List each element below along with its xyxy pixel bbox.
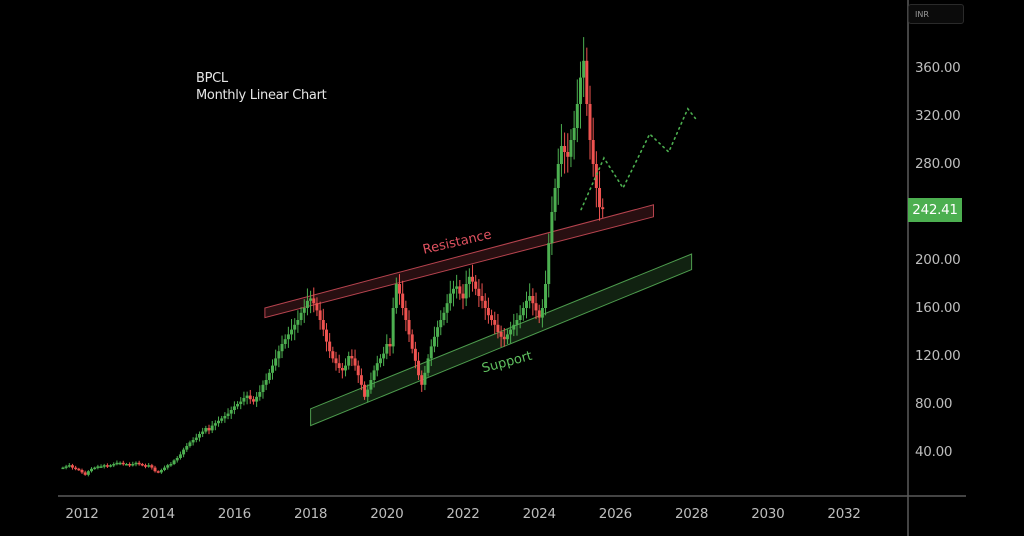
price-tick: 80.00	[915, 396, 953, 412]
price-tick: 320.00	[915, 108, 961, 124]
price-tick: 40.00	[915, 444, 953, 460]
symbol-name: BPCL	[196, 71, 228, 86]
time-tick: 2024	[522, 506, 556, 522]
time-tick: 2028	[675, 506, 709, 522]
time-tick: 2026	[598, 506, 632, 522]
time-tick: 2016	[217, 506, 251, 522]
time-tick: 2022	[446, 506, 480, 522]
price-tick: 280.00	[915, 156, 961, 172]
price-tick: 160.00	[915, 300, 961, 316]
time-tick: 2012	[65, 506, 99, 522]
current-price-label: 242.41	[908, 198, 962, 222]
candlestick-series	[61, 37, 605, 477]
chart-title: BPCL Monthly Linear Chart	[196, 70, 327, 104]
time-tick: 2020	[370, 506, 404, 522]
currency-selector[interactable]: INR	[908, 4, 964, 24]
time-tick: 2018	[294, 506, 328, 522]
chart-subtitle: Monthly Linear Chart	[196, 88, 327, 103]
time-tick: 2014	[141, 506, 175, 522]
resistance-zone[interactable]	[264, 204, 654, 319]
price-tick: 200.00	[915, 252, 961, 268]
time-tick: 2030	[751, 506, 785, 522]
price-tick: 120.00	[915, 348, 961, 364]
price-tick: 360.00	[915, 60, 961, 76]
time-tick: 2032	[827, 506, 861, 522]
forecast-path	[580, 107, 697, 211]
